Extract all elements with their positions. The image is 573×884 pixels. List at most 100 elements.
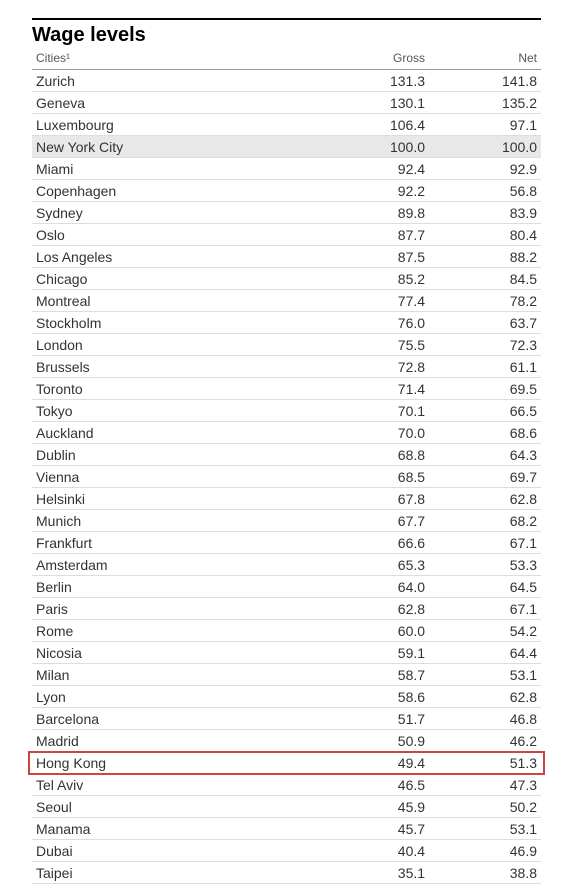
- cell-city: Tel Aviv: [32, 774, 317, 796]
- cell-gross: 77.4: [317, 290, 429, 312]
- cell-city: Geneva: [32, 92, 317, 114]
- cell-net: 66.5: [429, 400, 541, 422]
- table-row: Copenhagen92.256.8: [32, 180, 541, 202]
- cell-gross: 58.6: [317, 686, 429, 708]
- table-row: Frankfurt66.667.1: [32, 532, 541, 554]
- cell-city: Vienna: [32, 466, 317, 488]
- cell-city: Miami: [32, 158, 317, 180]
- table-row: New York City100.0100.0: [32, 136, 541, 158]
- cell-gross: 70.0: [317, 422, 429, 444]
- table-row: Miami92.492.9: [32, 158, 541, 180]
- cell-city: Paris: [32, 598, 317, 620]
- table-row: Amsterdam65.353.3: [32, 554, 541, 576]
- cell-city: Oslo: [32, 224, 317, 246]
- cell-net: 135.2: [429, 92, 541, 114]
- cell-net: 46.9: [429, 840, 541, 862]
- cell-net: 51.3: [429, 752, 541, 774]
- cell-net: 54.2: [429, 620, 541, 642]
- cell-gross: 89.8: [317, 202, 429, 224]
- cell-net: 53.1: [429, 818, 541, 840]
- cell-city: Madrid: [32, 730, 317, 752]
- cell-city: Montreal: [32, 290, 317, 312]
- cell-gross: 60.0: [317, 620, 429, 642]
- cell-gross: 67.8: [317, 488, 429, 510]
- cell-gross: 100.0: [317, 136, 429, 158]
- cell-gross: 46.5: [317, 774, 429, 796]
- cell-net: 38.8: [429, 862, 541, 884]
- table-container: Cities¹ Gross Net Zurich131.3141.8Geneva…: [32, 49, 541, 884]
- table-row: Montreal77.478.2: [32, 290, 541, 312]
- table-row: Taipei35.138.8: [32, 862, 541, 884]
- cell-net: 68.2: [429, 510, 541, 532]
- cell-net: 50.2: [429, 796, 541, 818]
- cell-net: 64.3: [429, 444, 541, 466]
- cell-city: Taipei: [32, 862, 317, 884]
- cell-gross: 59.1: [317, 642, 429, 664]
- table-row: Auckland70.068.6: [32, 422, 541, 444]
- cell-net: 80.4: [429, 224, 541, 246]
- cell-gross: 71.4: [317, 378, 429, 400]
- cell-city: Frankfurt: [32, 532, 317, 554]
- cell-city: Seoul: [32, 796, 317, 818]
- cell-gross: 67.7: [317, 510, 429, 532]
- cell-net: 141.8: [429, 70, 541, 92]
- cell-net: 88.2: [429, 246, 541, 268]
- col-header-gross: Gross: [317, 49, 429, 70]
- cell-gross: 66.6: [317, 532, 429, 554]
- cell-net: 46.2: [429, 730, 541, 752]
- cell-city: Toronto: [32, 378, 317, 400]
- table-row: Luxembourg106.497.1: [32, 114, 541, 136]
- table-row: Dublin68.864.3: [32, 444, 541, 466]
- cell-net: 92.9: [429, 158, 541, 180]
- cell-net: 64.5: [429, 576, 541, 598]
- cell-city: Stockholm: [32, 312, 317, 334]
- cell-gross: 45.7: [317, 818, 429, 840]
- cell-gross: 76.0: [317, 312, 429, 334]
- table-row: Rome60.054.2: [32, 620, 541, 642]
- cell-net: 69.7: [429, 466, 541, 488]
- cell-net: 53.3: [429, 554, 541, 576]
- table-row: Madrid50.946.2: [32, 730, 541, 752]
- cell-city: Dublin: [32, 444, 317, 466]
- table-title: Wage levels: [32, 18, 541, 47]
- table-row: Los Angeles87.588.2: [32, 246, 541, 268]
- table-row: Oslo87.780.4: [32, 224, 541, 246]
- cell-city: Rome: [32, 620, 317, 642]
- cell-net: 63.7: [429, 312, 541, 334]
- cell-city: New York City: [32, 136, 317, 158]
- cell-net: 56.8: [429, 180, 541, 202]
- cell-gross: 68.8: [317, 444, 429, 466]
- cell-gross: 65.3: [317, 554, 429, 576]
- cell-net: 97.1: [429, 114, 541, 136]
- table-header-row: Cities¹ Gross Net: [32, 49, 541, 70]
- cell-net: 100.0: [429, 136, 541, 158]
- cell-gross: 64.0: [317, 576, 429, 598]
- cell-city: Munich: [32, 510, 317, 532]
- cell-net: 78.2: [429, 290, 541, 312]
- table-row: Tel Aviv46.547.3: [32, 774, 541, 796]
- table-row: Stockholm76.063.7: [32, 312, 541, 334]
- table-row: Nicosia59.164.4: [32, 642, 541, 664]
- table-row: Munich67.768.2: [32, 510, 541, 532]
- cell-city: Sydney: [32, 202, 317, 224]
- table-row: Chicago85.284.5: [32, 268, 541, 290]
- cell-net: 83.9: [429, 202, 541, 224]
- cell-gross: 45.9: [317, 796, 429, 818]
- cell-gross: 51.7: [317, 708, 429, 730]
- table-row: Barcelona51.746.8: [32, 708, 541, 730]
- cell-net: 64.4: [429, 642, 541, 664]
- cell-city: Dubai: [32, 840, 317, 862]
- cell-gross: 35.1: [317, 862, 429, 884]
- cell-net: 53.1: [429, 664, 541, 686]
- table-row: Paris62.867.1: [32, 598, 541, 620]
- cell-city: Luxembourg: [32, 114, 317, 136]
- cell-city: Barcelona: [32, 708, 317, 730]
- cell-gross: 87.5: [317, 246, 429, 268]
- cell-city: Zurich: [32, 70, 317, 92]
- cell-gross: 50.9: [317, 730, 429, 752]
- table-row: Milan58.753.1: [32, 664, 541, 686]
- cell-net: 67.1: [429, 598, 541, 620]
- cell-city: Copenhagen: [32, 180, 317, 202]
- cell-gross: 75.5: [317, 334, 429, 356]
- cell-net: 62.8: [429, 488, 541, 510]
